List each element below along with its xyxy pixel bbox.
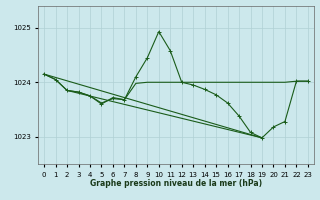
X-axis label: Graphe pression niveau de la mer (hPa): Graphe pression niveau de la mer (hPa) bbox=[90, 179, 262, 188]
